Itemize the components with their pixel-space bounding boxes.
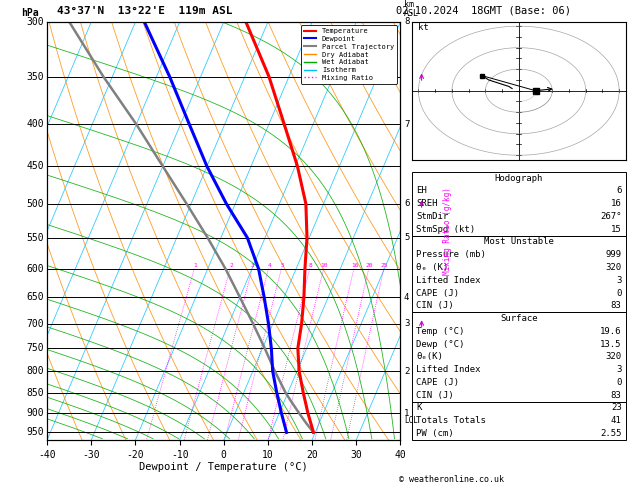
Text: 6: 6 bbox=[404, 199, 409, 208]
Text: 5: 5 bbox=[281, 263, 284, 268]
Text: 950: 950 bbox=[26, 427, 43, 437]
Text: 16: 16 bbox=[351, 263, 359, 268]
Text: K: K bbox=[416, 403, 421, 413]
Text: 600: 600 bbox=[26, 264, 43, 274]
Text: 13.5: 13.5 bbox=[600, 340, 621, 348]
Text: 83: 83 bbox=[611, 391, 621, 399]
Text: Lifted Index: Lifted Index bbox=[416, 276, 481, 285]
Text: 850: 850 bbox=[26, 388, 43, 398]
Text: Mixing Ratio (g/kg): Mixing Ratio (g/kg) bbox=[443, 187, 452, 275]
Text: 4: 4 bbox=[404, 293, 409, 302]
Text: PW (cm): PW (cm) bbox=[416, 429, 454, 438]
Bar bbox=[412, 312, 626, 401]
Text: 25: 25 bbox=[381, 263, 388, 268]
Text: kt: kt bbox=[418, 23, 429, 33]
Text: CIN (J): CIN (J) bbox=[416, 391, 454, 399]
Text: 15: 15 bbox=[611, 225, 621, 234]
Bar bbox=[412, 401, 626, 440]
Text: 0: 0 bbox=[616, 289, 621, 297]
Text: hPa: hPa bbox=[21, 8, 38, 17]
Text: 350: 350 bbox=[26, 72, 43, 82]
Text: Temp (°C): Temp (°C) bbox=[416, 327, 464, 336]
Text: StmDir: StmDir bbox=[416, 212, 448, 221]
Text: 3: 3 bbox=[404, 319, 409, 328]
Text: Dewp (°C): Dewp (°C) bbox=[416, 340, 464, 348]
Text: 2: 2 bbox=[404, 367, 409, 376]
Text: 1: 1 bbox=[404, 409, 409, 417]
Text: 320: 320 bbox=[606, 352, 621, 362]
Text: 650: 650 bbox=[26, 292, 43, 302]
Text: 1: 1 bbox=[193, 263, 197, 268]
Text: θₑ(K): θₑ(K) bbox=[416, 352, 443, 362]
Text: 3: 3 bbox=[616, 276, 621, 285]
Text: 400: 400 bbox=[26, 120, 43, 129]
Text: Surface: Surface bbox=[500, 314, 538, 323]
Text: SREH: SREH bbox=[416, 199, 438, 208]
Text: © weatheronline.co.uk: © weatheronline.co.uk bbox=[399, 474, 504, 484]
Text: 999: 999 bbox=[606, 250, 621, 259]
Text: 8: 8 bbox=[404, 17, 409, 26]
Text: 320: 320 bbox=[606, 263, 621, 272]
Text: 10: 10 bbox=[321, 263, 328, 268]
X-axis label: Dewpoint / Temperature (°C): Dewpoint / Temperature (°C) bbox=[140, 462, 308, 472]
Text: θₑ (K): θₑ (K) bbox=[416, 263, 448, 272]
Text: 2: 2 bbox=[229, 263, 233, 268]
Text: 8: 8 bbox=[309, 263, 312, 268]
Text: Lifted Index: Lifted Index bbox=[416, 365, 481, 374]
Text: CIN (J): CIN (J) bbox=[416, 301, 454, 310]
Text: 4: 4 bbox=[267, 263, 271, 268]
Text: 3: 3 bbox=[616, 365, 621, 374]
Bar bbox=[412, 172, 626, 236]
Text: km
ASL: km ASL bbox=[404, 0, 419, 17]
Text: 5: 5 bbox=[404, 233, 409, 242]
Text: 300: 300 bbox=[26, 17, 43, 27]
Text: 7: 7 bbox=[404, 120, 409, 129]
Text: 23: 23 bbox=[611, 403, 621, 413]
Legend: Temperature, Dewpoint, Parcel Trajectory, Dry Adiabat, Wet Adiabat, Isotherm, Mi: Temperature, Dewpoint, Parcel Trajectory… bbox=[301, 25, 397, 84]
Text: 500: 500 bbox=[26, 199, 43, 209]
Text: Most Unstable: Most Unstable bbox=[484, 238, 554, 246]
Text: Hodograph: Hodograph bbox=[494, 174, 543, 183]
Text: 450: 450 bbox=[26, 161, 43, 171]
Text: Pressure (mb): Pressure (mb) bbox=[416, 250, 486, 259]
Text: CAPE (J): CAPE (J) bbox=[416, 378, 459, 387]
Text: 02.10.2024  18GMT (Base: 06): 02.10.2024 18GMT (Base: 06) bbox=[396, 5, 571, 16]
Text: 750: 750 bbox=[26, 343, 43, 353]
Text: CAPE (J): CAPE (J) bbox=[416, 289, 459, 297]
Bar bbox=[412, 236, 626, 312]
Text: 16: 16 bbox=[611, 199, 621, 208]
Text: 0: 0 bbox=[616, 378, 621, 387]
Text: 6: 6 bbox=[616, 186, 621, 195]
Text: LCL: LCL bbox=[404, 417, 418, 425]
Text: 267°: 267° bbox=[600, 212, 621, 221]
Text: 800: 800 bbox=[26, 366, 43, 376]
Text: 2.55: 2.55 bbox=[600, 429, 621, 438]
Text: 43°37'N  13°22'E  119m ASL: 43°37'N 13°22'E 119m ASL bbox=[57, 5, 232, 16]
Text: 19.6: 19.6 bbox=[600, 327, 621, 336]
Text: Totals Totals: Totals Totals bbox=[416, 416, 486, 425]
Text: EH: EH bbox=[416, 186, 427, 195]
Text: 700: 700 bbox=[26, 319, 43, 329]
Text: 83: 83 bbox=[611, 301, 621, 310]
Text: 41: 41 bbox=[611, 416, 621, 425]
Text: 900: 900 bbox=[26, 408, 43, 418]
Text: StmSpd (kt): StmSpd (kt) bbox=[416, 225, 475, 234]
Text: 3: 3 bbox=[251, 263, 255, 268]
Text: 20: 20 bbox=[365, 263, 373, 268]
Text: 550: 550 bbox=[26, 233, 43, 243]
